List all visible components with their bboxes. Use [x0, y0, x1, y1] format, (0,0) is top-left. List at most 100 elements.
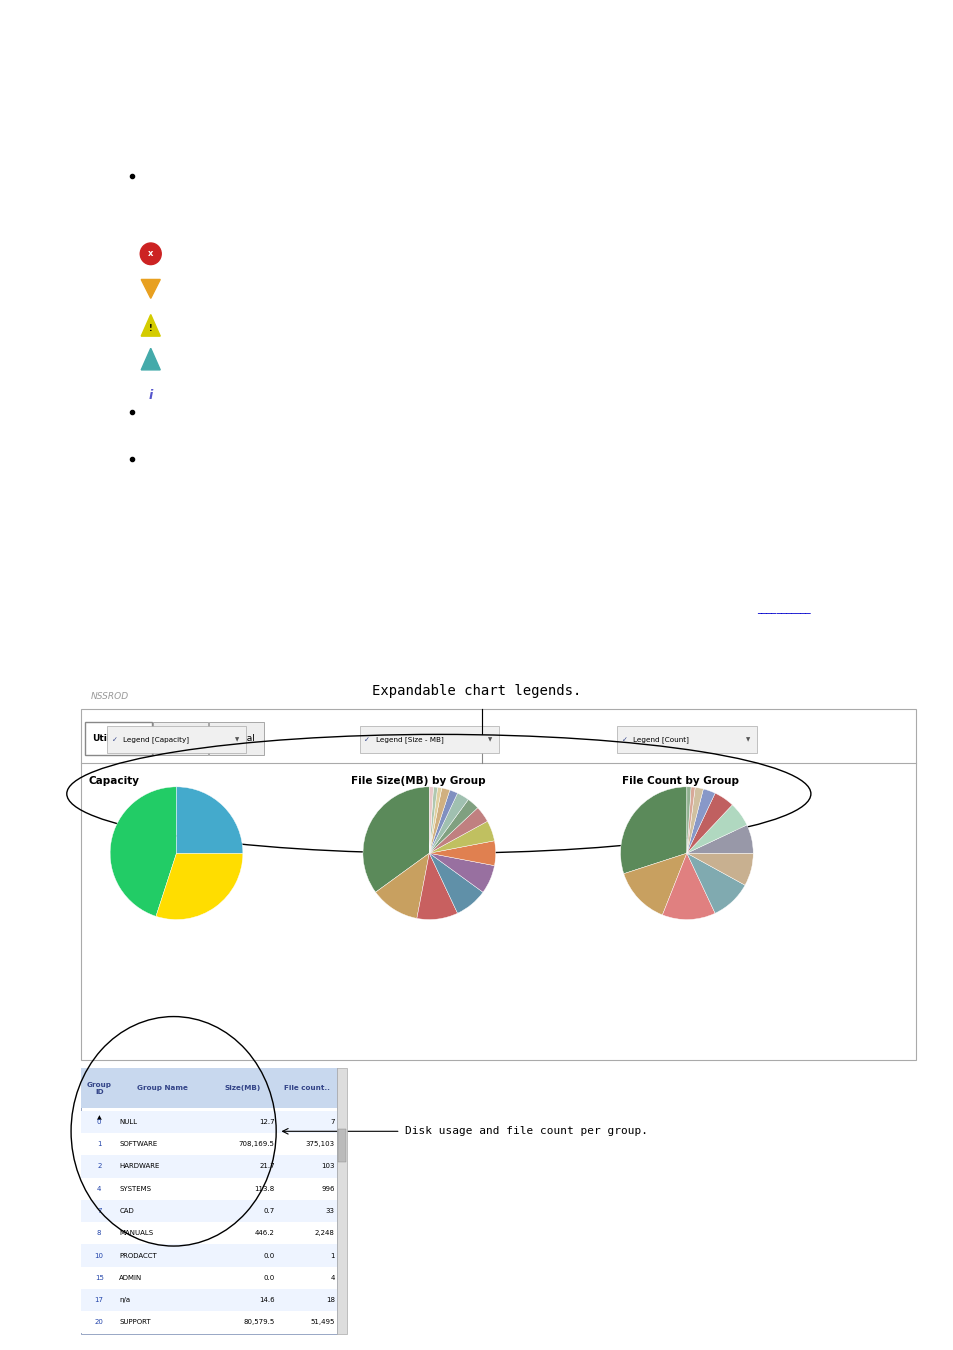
Wedge shape: [623, 853, 686, 915]
Wedge shape: [429, 807, 487, 853]
Text: 4: 4: [97, 1185, 101, 1192]
FancyBboxPatch shape: [209, 722, 264, 755]
Text: Capacity: Capacity: [89, 776, 139, 786]
Wedge shape: [429, 853, 482, 913]
Wedge shape: [429, 787, 437, 853]
Text: Physical: Physical: [218, 734, 254, 743]
Bar: [81, 1266, 336, 1289]
Text: ✓: ✓: [112, 737, 117, 742]
Wedge shape: [429, 799, 477, 853]
Polygon shape: [141, 279, 160, 298]
Text: PRODACCT: PRODACCT: [119, 1253, 157, 1258]
Text: Group Name: Group Name: [137, 1085, 188, 1091]
Bar: [81, 1068, 336, 1108]
Polygon shape: [141, 348, 160, 370]
Text: SUPPORT: SUPPORT: [119, 1319, 151, 1326]
FancyBboxPatch shape: [107, 726, 246, 753]
Wedge shape: [686, 794, 732, 853]
Text: 17: 17: [94, 1297, 104, 1303]
Wedge shape: [375, 853, 429, 918]
Text: 0: 0: [97, 1119, 101, 1125]
Wedge shape: [686, 853, 753, 886]
Bar: [81, 1200, 336, 1222]
Text: ADMIN: ADMIN: [119, 1274, 142, 1281]
Text: Group
ID: Group ID: [87, 1081, 112, 1095]
Wedge shape: [416, 853, 457, 919]
Text: Legend [Capacity]: Legend [Capacity]: [123, 737, 189, 742]
Text: MANUALS: MANUALS: [119, 1230, 153, 1237]
Text: NULL: NULL: [119, 1119, 137, 1125]
Wedge shape: [686, 787, 690, 853]
Text: i: i: [149, 389, 152, 402]
Wedge shape: [429, 821, 494, 853]
Wedge shape: [362, 787, 429, 892]
Text: 1: 1: [97, 1141, 101, 1148]
Wedge shape: [686, 787, 695, 853]
Text: 2: 2: [97, 1164, 101, 1169]
Text: 20: 20: [94, 1319, 104, 1326]
Wedge shape: [429, 787, 441, 853]
Text: HARDWARE: HARDWARE: [119, 1164, 159, 1169]
Wedge shape: [686, 787, 702, 853]
Wedge shape: [661, 853, 715, 919]
Wedge shape: [686, 853, 744, 913]
Text: NSSROD: NSSROD: [91, 691, 129, 701]
Text: 446.2: 446.2: [254, 1230, 274, 1237]
Text: 7: 7: [330, 1119, 335, 1125]
Text: 113.8: 113.8: [254, 1185, 274, 1192]
Bar: [81, 1156, 336, 1177]
Wedge shape: [686, 825, 753, 853]
Wedge shape: [429, 853, 494, 892]
FancyBboxPatch shape: [359, 726, 498, 753]
Text: File Size(MB) by Group: File Size(MB) by Group: [351, 776, 485, 786]
Text: 996: 996: [321, 1185, 335, 1192]
Wedge shape: [156, 853, 243, 919]
Text: 1: 1: [330, 1253, 335, 1258]
Text: !: !: [149, 324, 152, 332]
Ellipse shape: [140, 243, 161, 265]
Wedge shape: [110, 787, 176, 917]
Bar: [336, 1068, 347, 1334]
Bar: [81, 1133, 336, 1156]
Text: 80,579.5: 80,579.5: [243, 1319, 274, 1326]
Text: Volumes: Volumes: [161, 734, 199, 743]
Text: ✓: ✓: [621, 737, 627, 742]
FancyBboxPatch shape: [617, 726, 756, 753]
Text: ▼: ▼: [745, 737, 749, 742]
Text: 33: 33: [326, 1208, 335, 1214]
Wedge shape: [429, 788, 449, 853]
Text: 0.0: 0.0: [263, 1274, 274, 1281]
Text: File Count by Group: File Count by Group: [621, 776, 739, 786]
Wedge shape: [176, 787, 243, 853]
Text: 21.7: 21.7: [259, 1164, 274, 1169]
Text: 51,495: 51,495: [310, 1319, 335, 1326]
Text: SOFTWARE: SOFTWARE: [119, 1141, 157, 1148]
Text: 15: 15: [94, 1274, 104, 1281]
Text: 0.7: 0.7: [263, 1208, 274, 1214]
Text: Legend [Size - MB]: Legend [Size - MB]: [375, 737, 443, 742]
Wedge shape: [686, 788, 715, 853]
Wedge shape: [429, 841, 496, 865]
Bar: [81, 709, 915, 1060]
Text: Utilization: Utilization: [91, 734, 145, 743]
Text: SYSTEMS: SYSTEMS: [119, 1185, 152, 1192]
Bar: [81, 1111, 336, 1133]
Bar: [81, 1177, 336, 1200]
Text: 375,103: 375,103: [305, 1141, 335, 1148]
Bar: [81, 1311, 336, 1334]
Text: 10: 10: [94, 1253, 104, 1258]
Bar: [81, 1245, 336, 1266]
Wedge shape: [429, 787, 433, 853]
Text: CAD: CAD: [119, 1208, 133, 1214]
Text: n/a: n/a: [119, 1297, 131, 1303]
Wedge shape: [429, 790, 457, 853]
Text: 12.7: 12.7: [259, 1119, 274, 1125]
Text: 0.0: 0.0: [263, 1253, 274, 1258]
Text: 708,169.5: 708,169.5: [238, 1141, 274, 1148]
Text: x: x: [148, 250, 153, 258]
Text: ▼: ▼: [235, 737, 239, 742]
Wedge shape: [619, 787, 686, 873]
Text: Size(MB): Size(MB): [224, 1085, 260, 1091]
Text: Disk usage and file count per group.: Disk usage and file count per group.: [405, 1126, 648, 1137]
Text: 7: 7: [97, 1208, 101, 1214]
